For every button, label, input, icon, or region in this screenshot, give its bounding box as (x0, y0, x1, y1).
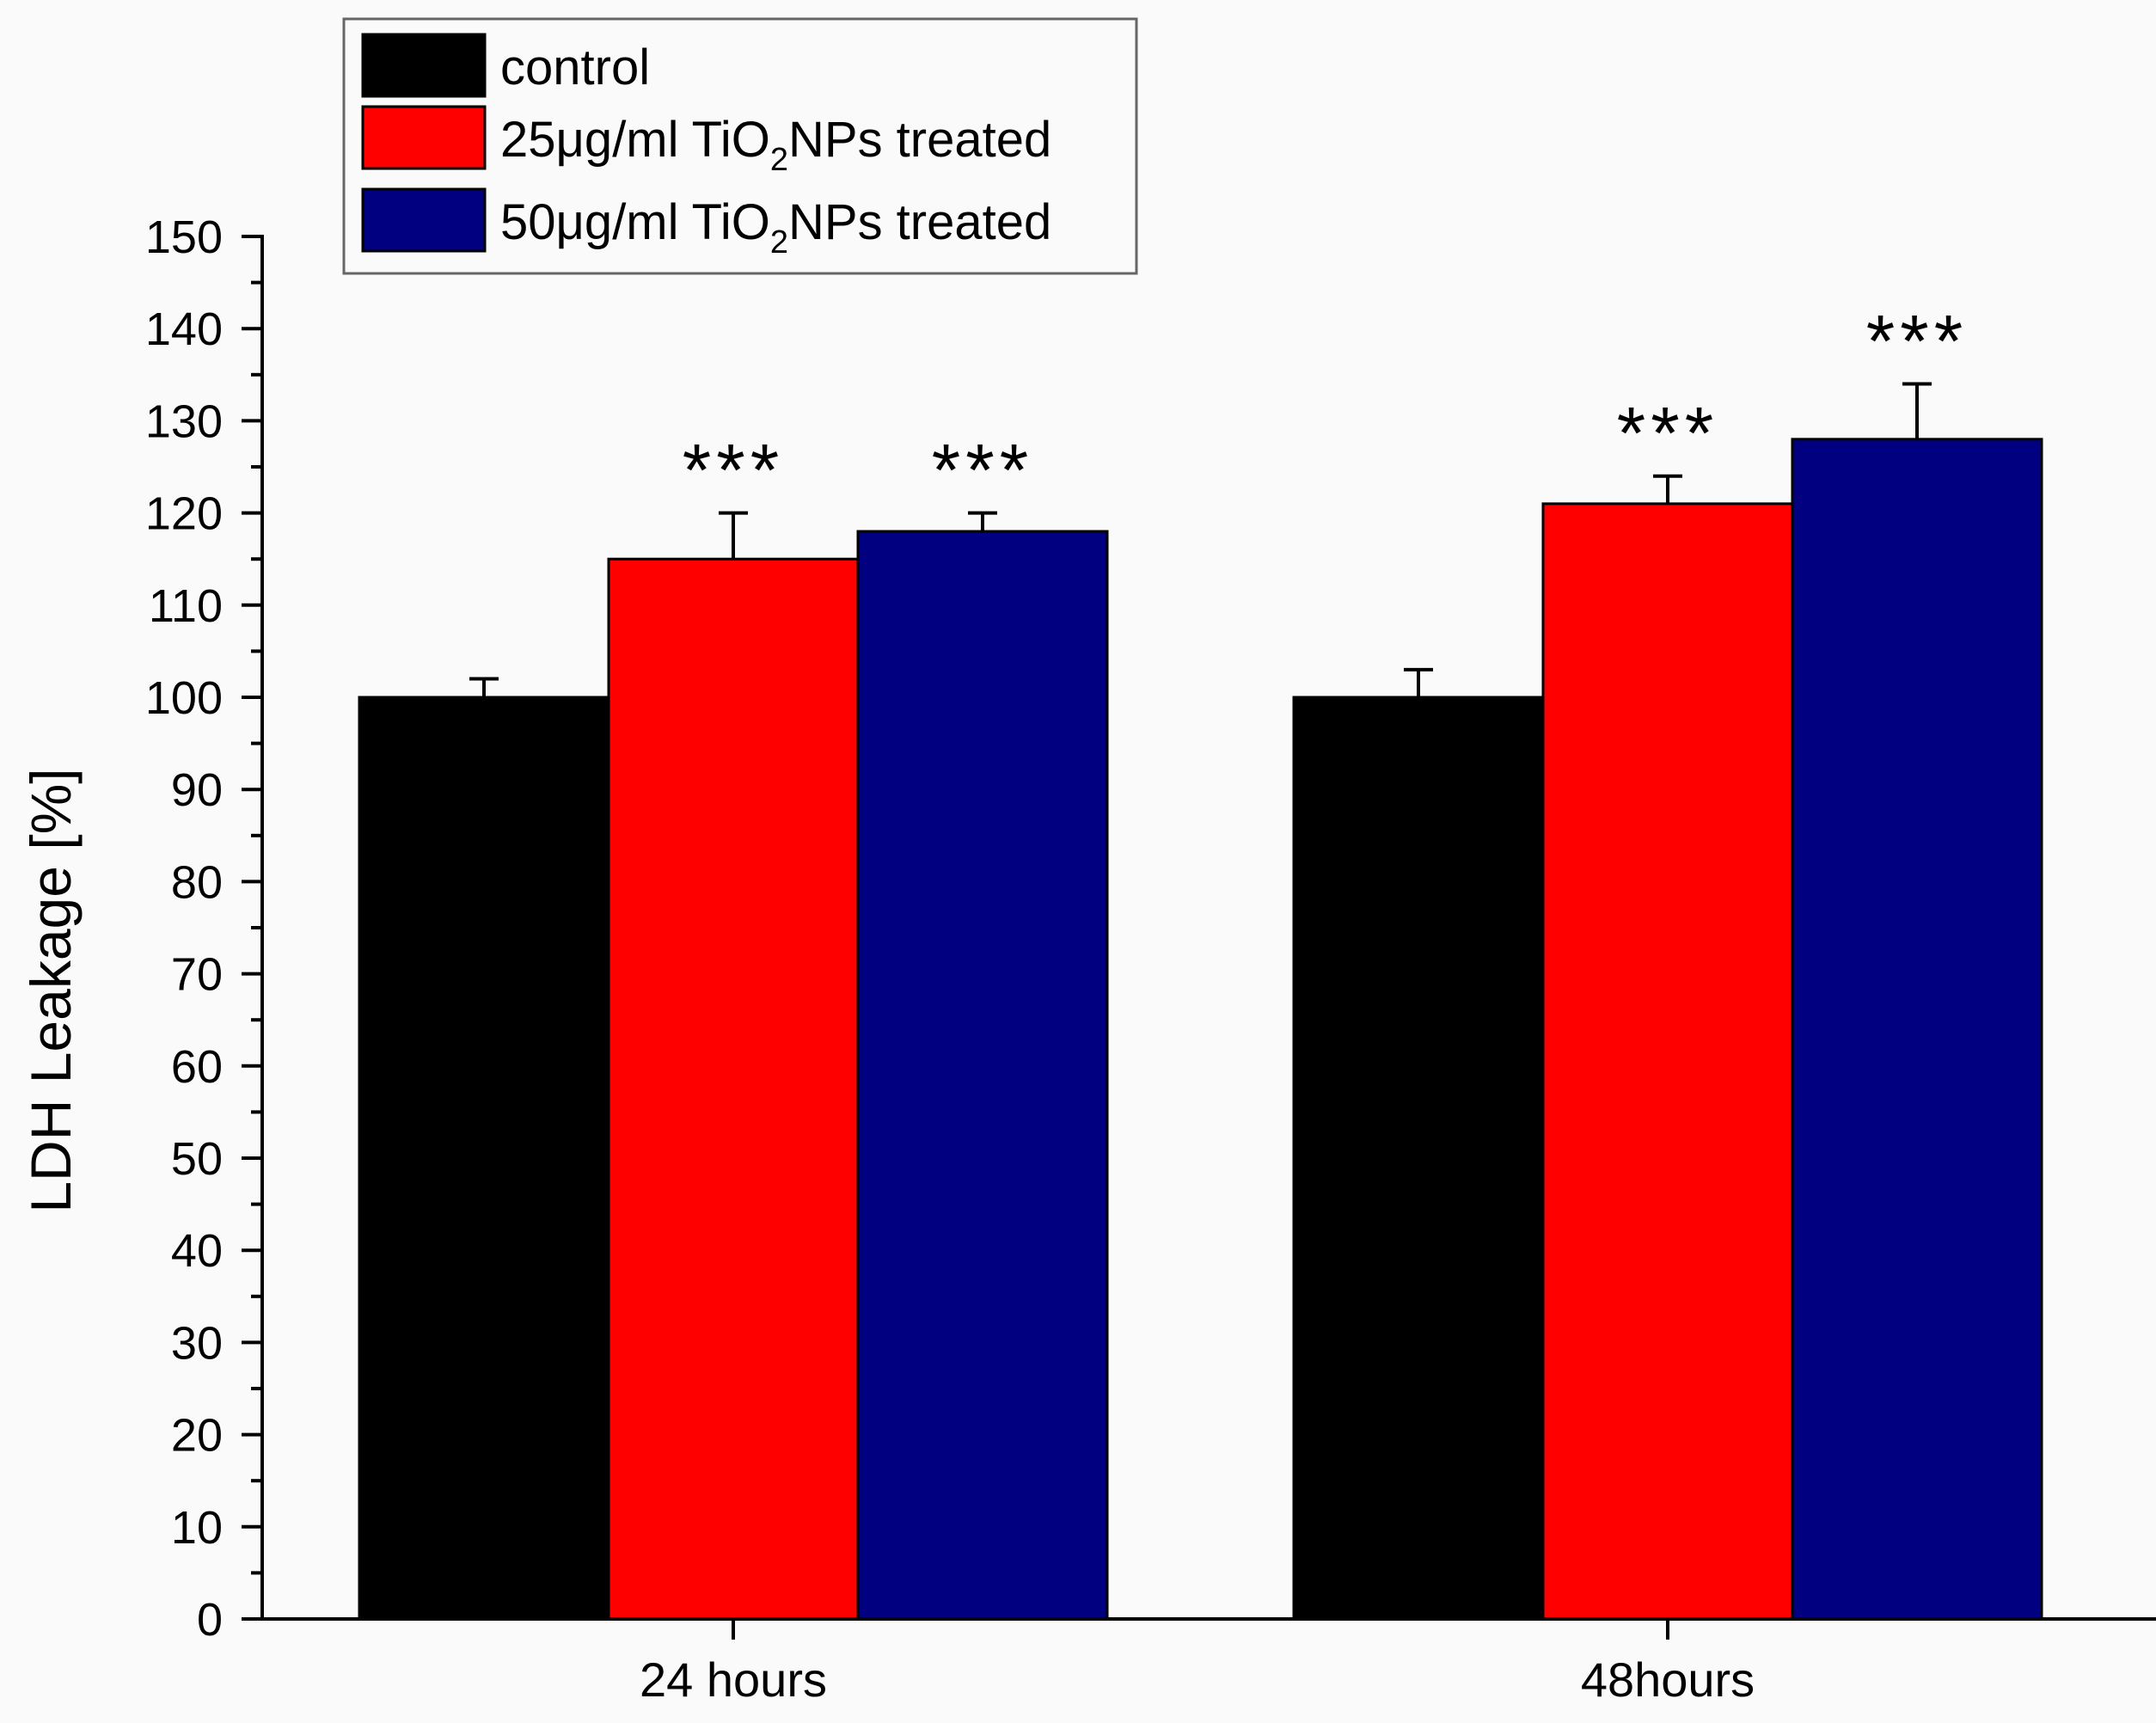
legend-label-suffix: NPs treated (788, 112, 1051, 168)
significance-stars: *** (1866, 301, 1968, 383)
legend-label: 25μg/ml TiO2NPs treated (500, 112, 1051, 178)
y-tick-label: 60 (171, 1041, 223, 1093)
significance-stars: *** (932, 430, 1033, 512)
legend-label-suffix: NPs treated (788, 194, 1051, 250)
bar (1541, 502, 1794, 1621)
y-tick-label: 140 (145, 304, 223, 355)
legend-label: control (500, 40, 650, 95)
y-tick-label: 30 (171, 1317, 223, 1369)
legend-label-prefix: 50μg/ml TiO (500, 194, 770, 250)
legend-label-subscript: 2 (770, 142, 788, 178)
y-tick-label: 10 (171, 1502, 223, 1554)
y-tick-label: 110 (149, 580, 223, 632)
y-tick-label: 150 (145, 212, 223, 263)
bar (1292, 696, 1545, 1621)
x-axis: 24 hours 48hours (260, 1617, 2156, 1707)
y-tick-label: 20 (171, 1410, 223, 1462)
y-tick-label: 100 (145, 672, 223, 724)
bar (1791, 438, 2043, 1621)
legend-label: 50μg/ml TiO2NPs treated (500, 194, 1051, 261)
y-tick-label: 50 (171, 1133, 223, 1185)
significance-stars: *** (1617, 393, 1718, 475)
bars (358, 438, 2043, 1621)
legend-swatch (361, 187, 487, 253)
bar (856, 530, 1109, 1621)
y-tick-label: 0 (197, 1594, 223, 1646)
y-tick-label: 40 (171, 1225, 223, 1277)
y-tick-label: 80 (171, 856, 223, 908)
y-axis-label: LDH Leakage [%] (19, 768, 83, 1212)
y-tick-label: 70 (171, 949, 223, 1001)
y-tick-label: 90 (171, 764, 223, 816)
significance-annotations: *** *** *** *** (683, 301, 1968, 512)
y-tick-label: 120 (145, 488, 223, 540)
y-axis: 0 10 20 30 40 50 60 70 80 90 100 110 120 130 140 150 (145, 212, 264, 1646)
bar (358, 696, 610, 1621)
y-tick-label: 130 (145, 395, 223, 447)
legend-swatch (361, 105, 487, 170)
error-bars (469, 382, 1932, 697)
legend-label-subscript: 2 (770, 224, 788, 261)
x-tick-label: 48hours (1581, 1652, 1755, 1707)
legend-swatch (361, 33, 487, 98)
legend-label-prefix: 25μg/ml TiO (500, 112, 770, 168)
significance-stars: *** (683, 430, 784, 512)
bar (607, 557, 860, 1621)
x-tick-label: 24 hours (640, 1652, 827, 1707)
